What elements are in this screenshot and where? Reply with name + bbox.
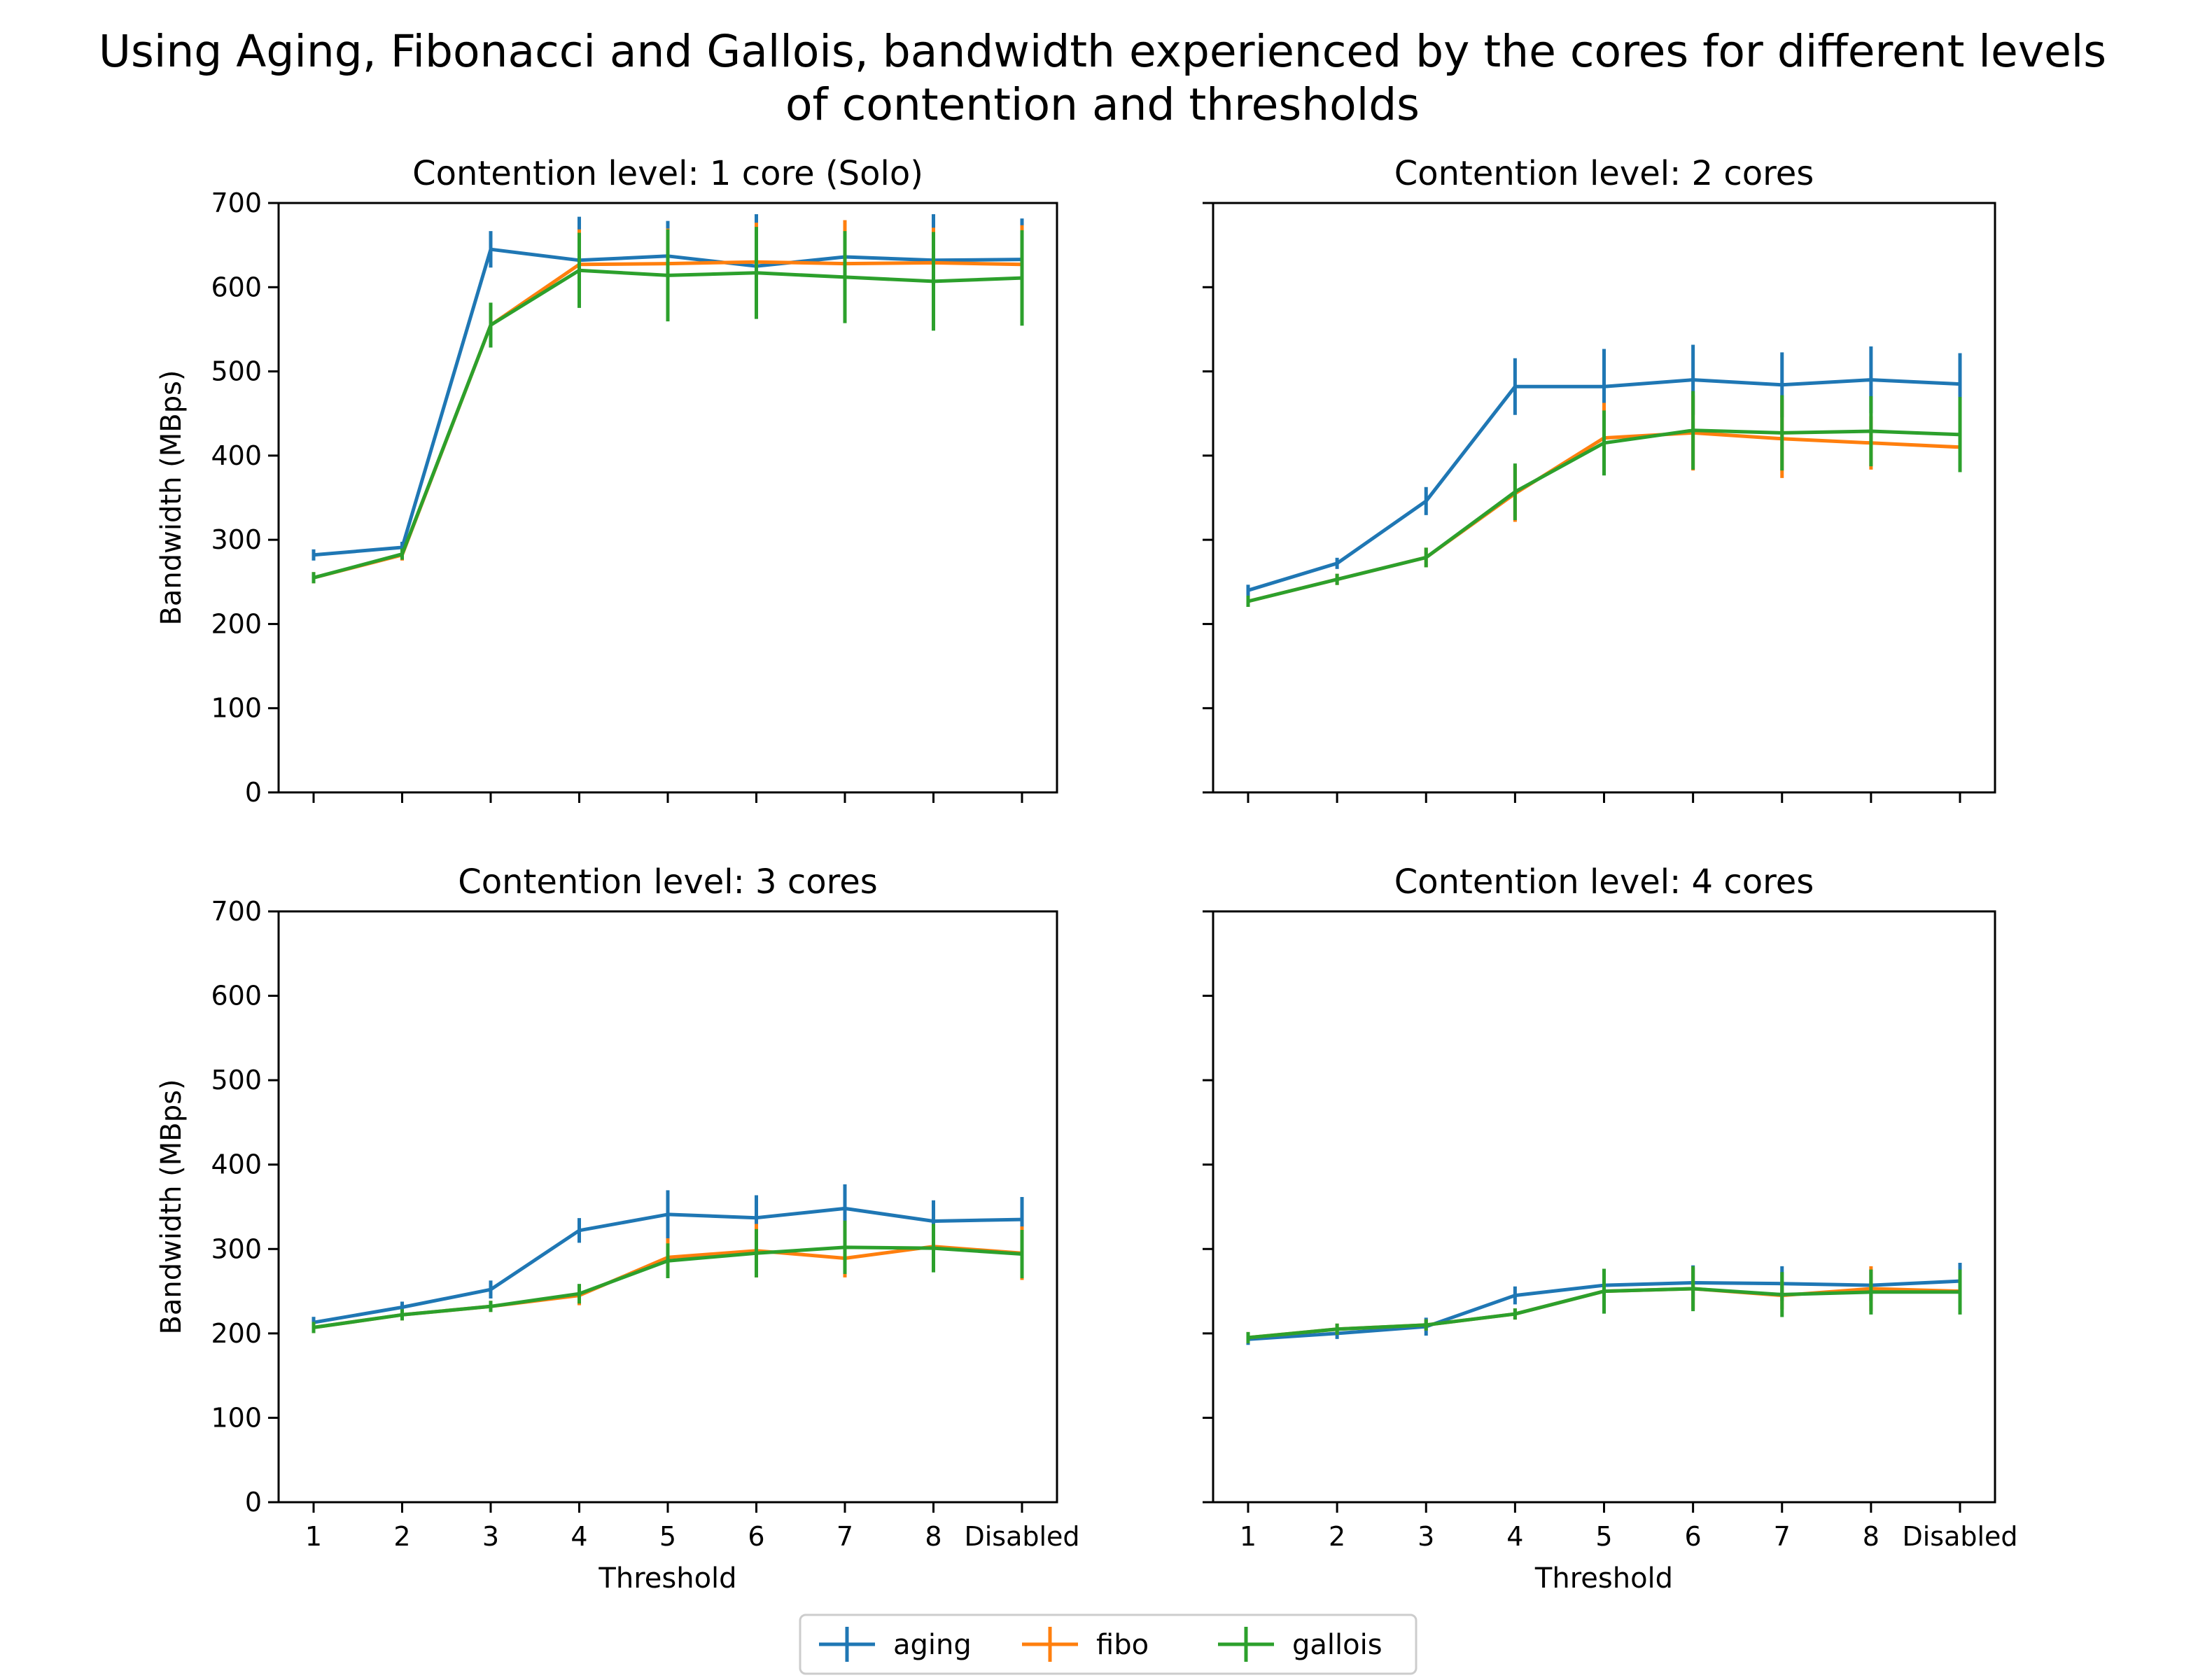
x-axis-label: Threshold (598, 1562, 736, 1595)
x-tick-label: 5 (1595, 1521, 1612, 1552)
x-tick-label: 2 (393, 1521, 410, 1552)
y-tick-label: 100 (211, 1402, 262, 1433)
y-tick-label: 700 (211, 188, 262, 218)
legend-item-gallois: gallois (1218, 1627, 1382, 1662)
y-tick-label: 400 (211, 440, 262, 471)
series-gallois (312, 227, 1024, 584)
x-tick-label: Disabled (1902, 1521, 2017, 1552)
x-tick-label: 7 (1774, 1521, 1791, 1552)
series-gallois (312, 1220, 1024, 1334)
legend-label: aging (893, 1629, 972, 1661)
x-tick-label: 6 (1685, 1521, 1702, 1552)
figure-title-line-2: of contention and thresholds (785, 79, 1420, 130)
panel-title: Contention level: 3 cores (458, 862, 878, 902)
panel-title: Contention level: 2 cores (1394, 154, 1814, 193)
x-tick-label: 4 (570, 1521, 587, 1552)
x-tick-label: 8 (1863, 1521, 1879, 1552)
x-tick-label: 8 (925, 1521, 941, 1552)
legend-label: fibo (1096, 1629, 1149, 1661)
panel-2: Contention level: 2 cores (1203, 154, 1996, 803)
series-gallois (1246, 391, 1962, 607)
x-tick-label: 2 (1329, 1521, 1345, 1552)
plot-frame (1212, 910, 1996, 1504)
y-tick-label: 300 (211, 524, 262, 555)
legend-item-aging: aging (819, 1627, 972, 1662)
plot-frame (277, 910, 1058, 1504)
series-fibo (312, 1224, 1024, 1334)
x-tick-label: 4 (1506, 1521, 1523, 1552)
panel-title: Contention level: 4 cores (1394, 862, 1814, 902)
panel-title: Contention level: 1 core (Solo) (412, 154, 923, 193)
legend-item-fibo: fibo (1022, 1627, 1149, 1662)
x-tick-label: Disabled (964, 1521, 1079, 1552)
y-tick-label: 200 (211, 1318, 262, 1349)
panel-4: Contention level: 4 cores 1 2 3 4 5 6 7 8 Disable… (1203, 862, 2018, 1595)
y-tick-label: 700 (211, 896, 262, 927)
y-tick-label: 300 (211, 1233, 262, 1264)
x-tick-label: 3 (1418, 1521, 1434, 1552)
y-tick-label: 600 (211, 272, 262, 302)
series-aging (312, 1184, 1024, 1329)
x-tick-label: 7 (836, 1521, 853, 1552)
y-tick-label: 500 (211, 1065, 262, 1096)
x-axis-label: Threshold (1534, 1562, 1673, 1595)
y-tick-label: 0 (245, 777, 262, 808)
legend: aging fibo gallois (799, 1614, 1418, 1675)
panel-3: Contention level: 3 cores 0 100 200 300 400 50… (155, 862, 1080, 1595)
y-tick-label: 200 (211, 608, 262, 639)
x-tick-label: 3 (482, 1521, 499, 1552)
x-tick-label: 6 (748, 1521, 764, 1552)
y-tick-label: 400 (211, 1149, 262, 1180)
legend-box (799, 1614, 1418, 1675)
x-tick-label: 5 (659, 1521, 676, 1552)
legend-label: gallois (1292, 1629, 1382, 1661)
figure-title: Using Aging, Fibonacci and Gallois, band… (0, 25, 2205, 132)
y-axis-label: Bandwidth (MBps) (155, 1079, 188, 1334)
plot-frame (1212, 202, 1996, 794)
y-tick-label: 500 (211, 356, 262, 387)
plot-frame (277, 202, 1058, 794)
figure-title-line-1: Using Aging, Fibonacci and Gallois, band… (98, 26, 2107, 77)
y-axis-label: Bandwidth (MBps) (155, 370, 188, 625)
y-tick-label: 0 (245, 1487, 262, 1518)
x-tick-label: 1 (1240, 1521, 1256, 1552)
panel-1: Contention level: 1 core (Solo) 0 100 200 30… (155, 154, 1058, 808)
x-tick-label: 1 (305, 1521, 322, 1552)
y-tick-label: 600 (211, 981, 262, 1011)
y-tick-label: 100 (211, 693, 262, 724)
series-gallois (1246, 1266, 1962, 1343)
